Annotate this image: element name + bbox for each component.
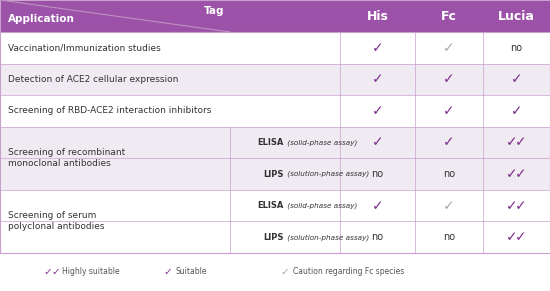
Bar <box>0 32 550 253</box>
Text: Tag: Tag <box>204 6 224 16</box>
Bar <box>0 221 550 253</box>
Text: ✓: ✓ <box>443 136 455 150</box>
Text: ✓: ✓ <box>515 167 526 181</box>
Text: ELISA: ELISA <box>257 201 284 210</box>
Bar <box>0 190 550 221</box>
Text: polyclonal antibodies: polyclonal antibodies <box>8 222 104 231</box>
Text: ✓: ✓ <box>515 136 526 150</box>
Text: Suitable: Suitable <box>176 267 207 276</box>
Text: ✓: ✓ <box>443 72 455 86</box>
Text: ✓: ✓ <box>443 199 455 213</box>
Bar <box>0 127 550 158</box>
Text: LIPS: LIPS <box>263 170 284 179</box>
Bar <box>0 0 550 32</box>
Text: Detection of ACE2 cellular expression: Detection of ACE2 cellular expression <box>8 75 178 84</box>
Text: His: His <box>366 10 388 22</box>
Text: (solution-phase assay): (solution-phase assay) <box>285 234 369 241</box>
Text: no: no <box>443 232 455 242</box>
Text: no: no <box>371 232 383 242</box>
Text: LIPS: LIPS <box>263 233 284 242</box>
Text: Caution regarding Fc species: Caution regarding Fc species <box>293 267 404 276</box>
Text: ✓: ✓ <box>515 199 526 213</box>
Text: ✓: ✓ <box>164 267 172 277</box>
Text: Highly suitable: Highly suitable <box>62 267 120 276</box>
Bar <box>0 158 550 190</box>
Text: (solid-phase assay): (solid-phase assay) <box>285 203 358 209</box>
Text: no: no <box>510 43 522 53</box>
Text: Screening of recombinant: Screening of recombinant <box>8 148 125 157</box>
Text: Fc: Fc <box>441 10 457 22</box>
Text: Screening of RBD-ACE2 interaction inhibitors: Screening of RBD-ACE2 interaction inhibi… <box>8 107 211 116</box>
Text: ✓: ✓ <box>505 167 518 181</box>
Bar <box>0 95 550 127</box>
Text: no: no <box>371 169 383 179</box>
Text: ✓: ✓ <box>372 104 383 118</box>
Text: ✓: ✓ <box>372 136 383 150</box>
Bar <box>0 32 550 63</box>
Text: ✓: ✓ <box>443 104 455 118</box>
Text: ✓: ✓ <box>515 230 526 244</box>
Text: Vaccination/Immunization studies: Vaccination/Immunization studies <box>8 43 161 52</box>
Text: ✓: ✓ <box>372 199 383 213</box>
Text: Screening of serum: Screening of serum <box>8 211 96 220</box>
Text: ✓: ✓ <box>280 267 289 277</box>
Text: ✓: ✓ <box>511 72 522 86</box>
Text: ELISA: ELISA <box>257 138 284 147</box>
Text: ✓: ✓ <box>511 104 522 118</box>
Text: (solid-phase assay): (solid-phase assay) <box>285 139 358 146</box>
Text: (solution-phase assay): (solution-phase assay) <box>285 171 369 178</box>
Text: ✓: ✓ <box>505 199 518 213</box>
Bar <box>0 63 550 95</box>
Text: monoclonal antibodies: monoclonal antibodies <box>8 159 111 168</box>
Text: ✓: ✓ <box>505 136 518 150</box>
Text: no: no <box>443 169 455 179</box>
Text: ✓: ✓ <box>372 72 383 86</box>
Text: Application: Application <box>8 14 75 24</box>
Text: ✓: ✓ <box>443 41 455 55</box>
Text: ✓: ✓ <box>505 230 518 244</box>
Text: Lucia: Lucia <box>498 10 535 22</box>
Text: ✓: ✓ <box>372 41 383 55</box>
Text: ✓: ✓ <box>52 267 60 277</box>
Text: ✓: ✓ <box>43 267 52 277</box>
